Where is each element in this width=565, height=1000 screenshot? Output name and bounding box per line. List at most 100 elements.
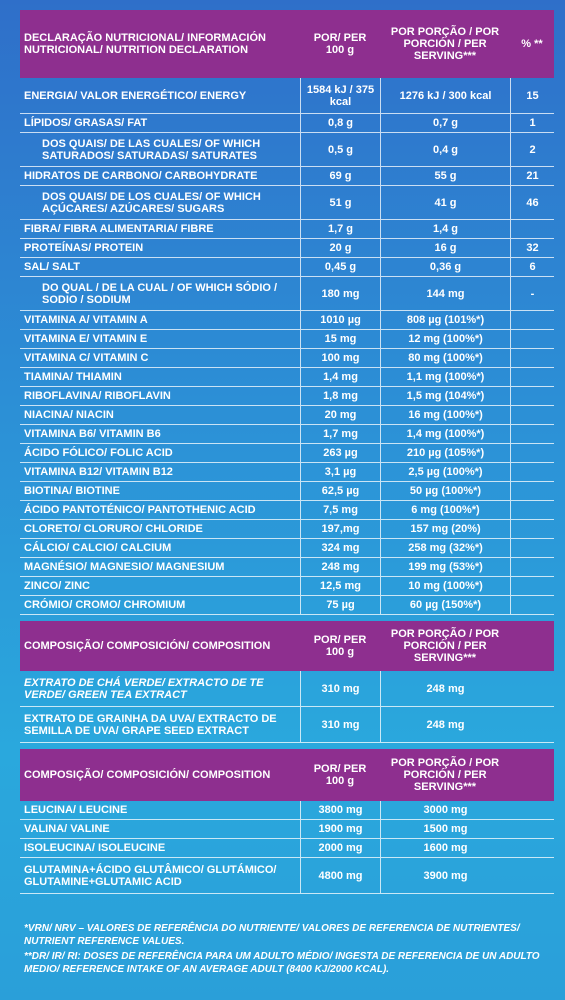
- amino-acid-name: ISOLEUCINA/ ISOLEUCINE: [24, 842, 166, 854]
- nutrition-header-label: DECLARAÇÃO NUTRICIONAL/ INFORMACIÓN NUTR…: [24, 32, 266, 56]
- nutrient-name: ÁCIDO PANTOTÉNICO/ PANTOTHENIC ACID: [24, 504, 256, 516]
- nutrition-row: DOS QUAIS/ DE LAS CUALES/ OF WHICH SATUR…: [20, 133, 554, 167]
- nutrient-ri-pct: 21: [510, 167, 554, 185]
- nutrient-per100: 15 mg: [300, 330, 380, 348]
- nutrient-name: MAGNÉSIO/ MAGNESIO/ MAGNESIUM: [24, 561, 225, 573]
- nutrient-per100: 7,5 mg: [300, 501, 380, 519]
- nutrition-row: VITAMINA E/ VITAMIN E 15 mg 12 mg (100%*): [20, 330, 554, 349]
- nutrient-ri-pct: [510, 311, 554, 329]
- nutrient-per-serving: 258 mg (32%*): [380, 539, 510, 557]
- nutrient-ri-pct: 1: [510, 114, 554, 132]
- nutrient-ri-pct: [510, 349, 554, 367]
- nutrient-name: ENERGIA/ VALOR ENERGÉTICO/ ENERGY: [24, 89, 247, 102]
- nutrient-ri-pct: 46: [510, 186, 554, 219]
- nutrient-ri-pct: [510, 387, 554, 405]
- nutrient-name: TIAMINA/ THIAMIN: [24, 371, 122, 383]
- nutrition-row: CLORETO/ CLORURO/ CHLORIDE 197,mg 157 mg (…: [20, 520, 554, 539]
- nutrient-per100: 12,5 mg: [300, 577, 380, 595]
- nutrition-header-per100: POR/ PER 100 g: [313, 32, 367, 56]
- nutrient-name: VITAMINA E/ VITAMIN E: [24, 333, 148, 345]
- nutrient-per-serving: 55 g: [380, 167, 510, 185]
- nutrition-row: FIBRA/ FIBRA ALIMENTARIA/ FIBRE 1,7 g 1,4 …: [20, 220, 554, 239]
- amino-acid-per-serving: 3900 mg: [380, 858, 510, 893]
- composition1-rows: EXTRATO DE CHÁ VERDE/ EXTRACTO DE TE VER…: [20, 671, 554, 743]
- nutrient-per-serving: 2,5 µg (100%*): [380, 463, 510, 481]
- nutrition-row: NIACINA/ NIACIN 20 mg 16 mg (100%*): [20, 406, 554, 425]
- nutrient-ri-pct: 32: [510, 239, 554, 257]
- nutrient-per100: 0,5 g: [300, 133, 380, 166]
- nutrition-row: RIBOFLAVINA/ RIBOFLAVIN 1,8 mg 1,5 mg (104…: [20, 387, 554, 406]
- amino-acid-per-serving: 1600 mg: [380, 839, 510, 857]
- nutrient-ri-pct: [510, 330, 554, 348]
- amino-acid-name: GLUTAMINA+ÁCIDO GLUTÂMICO/ GLUTÁMICO/ GL…: [24, 863, 277, 888]
- nutrient-per100: 1,7 mg: [300, 425, 380, 443]
- ingredient-name: EXTRATO DE GRAINHA DA UVA/ EXTRACTO DE S…: [24, 712, 277, 737]
- nutrient-per-serving: 1,4 g: [380, 220, 510, 238]
- amino-acid-per100: 3800 mg: [300, 801, 380, 819]
- composition2-row: VALINA/ VALINE 1900 mg 1500 mg: [20, 820, 554, 839]
- nutrient-name: DOS QUAIS/ DE LAS CUALES/ OF WHICH SATUR…: [42, 137, 261, 162]
- nutrition-rows: ENERGIA/ VALOR ENERGÉTICO/ ENERGY 1584 kJ…: [20, 78, 554, 615]
- composition1-row: EXTRATO DE CHÁ VERDE/ EXTRACTO DE TE VER…: [20, 671, 554, 707]
- nutrient-ri-pct: [510, 520, 554, 538]
- composition2-row: LEUCINA/ LEUCINE 3800 mg 3000 mg: [20, 801, 554, 820]
- amino-acid-name: LEUCINA/ LEUCINE: [24, 804, 128, 816]
- nutrient-per100: 100 mg: [300, 349, 380, 367]
- nutrient-name: PROTEÍNAS/ PROTEIN: [24, 242, 144, 254]
- ingredient-per100: 310 mg: [300, 707, 380, 742]
- nutrient-per-serving: 50 µg (100%*): [380, 482, 510, 500]
- nutrient-ri-pct: [510, 596, 554, 614]
- nutrient-name: BIOTINA/ BIOTINE: [24, 485, 120, 497]
- nutrient-name: ÁCIDO FÓLICO/ FOLIC ACID: [24, 447, 173, 459]
- nutrient-ri-pct: [510, 539, 554, 557]
- nutrient-per-serving: 6 mg (100%*): [380, 501, 510, 519]
- nutrient-name: VITAMINA B12/ VITAMIN B12: [24, 466, 173, 478]
- nutrient-ri-pct: [510, 368, 554, 386]
- nutrient-per-serving: 12 mg (100%*): [380, 330, 510, 348]
- nutrient-name: FIBRA/ FIBRA ALIMENTARIA/ FIBRE: [24, 223, 214, 235]
- nutrient-ri-pct: [510, 425, 554, 443]
- composition1-header-per-serving: POR PORÇÃO / POR PORCIÓN / PER SERVING**…: [390, 628, 500, 664]
- nutrient-name: VITAMINA C/ VITAMIN C: [24, 352, 149, 364]
- composition2-header-per-serving: POR PORÇÃO / POR PORCIÓN / PER SERVING**…: [390, 757, 500, 793]
- nutrient-per-serving: 1276 kJ / 300 kcal: [380, 78, 510, 113]
- amino-acid-per-serving: 3000 mg: [380, 801, 510, 819]
- nutrient-per100: 69 g: [300, 167, 380, 185]
- nutrient-per100: 1584 kJ / 375 kcal: [300, 78, 380, 113]
- nutrient-per-serving: 0,36 g: [380, 258, 510, 276]
- composition1-row: EXTRATO DE GRAINHA DA UVA/ EXTRACTO DE S…: [20, 707, 554, 743]
- nutrient-per-serving: 80 mg (100%*): [380, 349, 510, 367]
- nutrient-per100: 3,1 µg: [300, 463, 380, 481]
- nutrient-per-serving: 60 µg (150%*): [380, 596, 510, 614]
- nutrition-header-pct: % **: [521, 38, 543, 50]
- ingredient-name: EXTRATO DE CHÁ VERDE/ EXTRACTO DE TE VER…: [24, 676, 264, 701]
- nutrient-ri-pct: 2: [510, 133, 554, 166]
- nutrition-row: VITAMINA A/ VITAMIN A 1010 µg 808 µg (101%…: [20, 311, 554, 330]
- footnotes: *VRN/ NRV – VALORES DE REFERÊNCIA DO NUT…: [24, 922, 554, 978]
- nutrient-per-serving: 16 g: [380, 239, 510, 257]
- nutrition-row: PROTEÍNAS/ PROTEIN 20 g 16 g 32: [20, 239, 554, 258]
- composition1-header-per100: POR/ PER 100 g: [313, 634, 367, 658]
- nutrient-per100: 197,mg: [300, 520, 380, 538]
- nutrient-per-serving: 10 mg (100%*): [380, 577, 510, 595]
- composition1-header-label: COMPOSIÇÃO/ COMPOSICIÓN/ COMPOSITION: [24, 640, 271, 652]
- nutrient-per-serving: 16 mg (100%*): [380, 406, 510, 424]
- amino-acid-per100: 2000 mg: [300, 839, 380, 857]
- nutrition-row: TIAMINA/ THIAMIN 1,4 mg 1,1 mg (100%*): [20, 368, 554, 387]
- nutrient-per-serving: 0,7 g: [380, 114, 510, 132]
- nutrition-row: DO QUAL / DE LA CUAL / OF WHICH SÓDIO / …: [20, 277, 554, 311]
- nutrient-per-serving: 41 g: [380, 186, 510, 219]
- nutrient-ri-pct: [510, 482, 554, 500]
- nutrient-per100: 0,8 g: [300, 114, 380, 132]
- nutrient-name: CRÓMIO/ CROMO/ CHROMIUM: [24, 599, 186, 611]
- nutrient-name: NIACINA/ NIACIN: [24, 409, 114, 421]
- nutrient-name: HIDRATOS DE CARBONO/ CARBOHYDRATE: [24, 170, 258, 182]
- nutrition-row: ZINCO/ ZINC 12,5 mg 10 mg (100%*): [20, 577, 554, 596]
- ingredient-per-serving: 248 mg: [380, 671, 510, 706]
- nutrient-per100: 0,45 g: [300, 258, 380, 276]
- nutrient-per100: 20 g: [300, 239, 380, 257]
- nutrient-per-serving: 1,5 mg (104%*): [380, 387, 510, 405]
- nutrition-row: VITAMINA B12/ VITAMIN B12 3,1 µg 2,5 µg (1…: [20, 463, 554, 482]
